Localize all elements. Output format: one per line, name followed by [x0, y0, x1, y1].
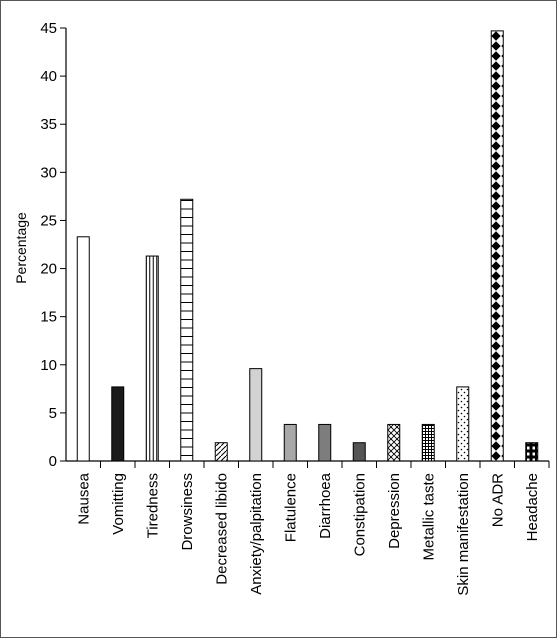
bar-anxiety-palpitation [249, 368, 263, 462]
y-tick-label: 5 [49, 405, 57, 422]
y-tick-label: 25 [40, 212, 57, 229]
bar-skin-manifestation [456, 386, 470, 462]
x-category-label: Metallic taste [420, 473, 437, 561]
x-category-label: Flatulence [282, 473, 299, 542]
bar-nausea [76, 236, 90, 462]
y-tick-label: 45 [40, 20, 57, 37]
bar-headache [525, 442, 539, 462]
x-category-label: Constipation [351, 473, 368, 556]
bar-decreased-libido [214, 442, 228, 462]
bar-diarrhoea [318, 423, 332, 462]
bar-drowsiness [180, 198, 194, 462]
x-category-label: Drowsiness [179, 473, 196, 551]
x-category-label: Headache [524, 473, 541, 541]
y-tick-label: 0 [49, 453, 57, 470]
y-axis-title: Percentage [13, 212, 29, 284]
x-category-label: Diarrhoea [317, 472, 334, 539]
bar-flatulence [283, 423, 297, 462]
y-tick-label: 10 [40, 357, 57, 374]
x-category-label: Decreased libido [213, 473, 230, 585]
bar-vomitting [111, 386, 125, 462]
x-category-label: Depression [386, 473, 403, 549]
y-tick-label: 30 [40, 164, 57, 181]
bar-constipation [352, 442, 366, 462]
x-category-label: Vomitting [110, 473, 127, 535]
y-tick-label: 20 [40, 261, 57, 278]
x-category-label: Skin manifestation [455, 473, 472, 596]
category-labels: Nausea Vomitting Tiredness Drowsiness Decrea… [75, 472, 541, 595]
y-tick-label: 15 [40, 309, 57, 326]
y-tick-label: 40 [40, 68, 57, 85]
x-category-label: Anxiety/palpitation [248, 473, 265, 595]
bar-tiredness [145, 255, 159, 462]
bar-metallic-taste [421, 423, 435, 462]
x-category-label: Tiredness [144, 473, 161, 538]
x-category-label: No ADR [489, 473, 506, 527]
bar-no-adr [490, 30, 504, 462]
x-category-label: Nausea [75, 472, 92, 524]
bars [76, 30, 539, 462]
y-tick-label: 35 [40, 116, 57, 133]
bar-depression [387, 423, 401, 462]
